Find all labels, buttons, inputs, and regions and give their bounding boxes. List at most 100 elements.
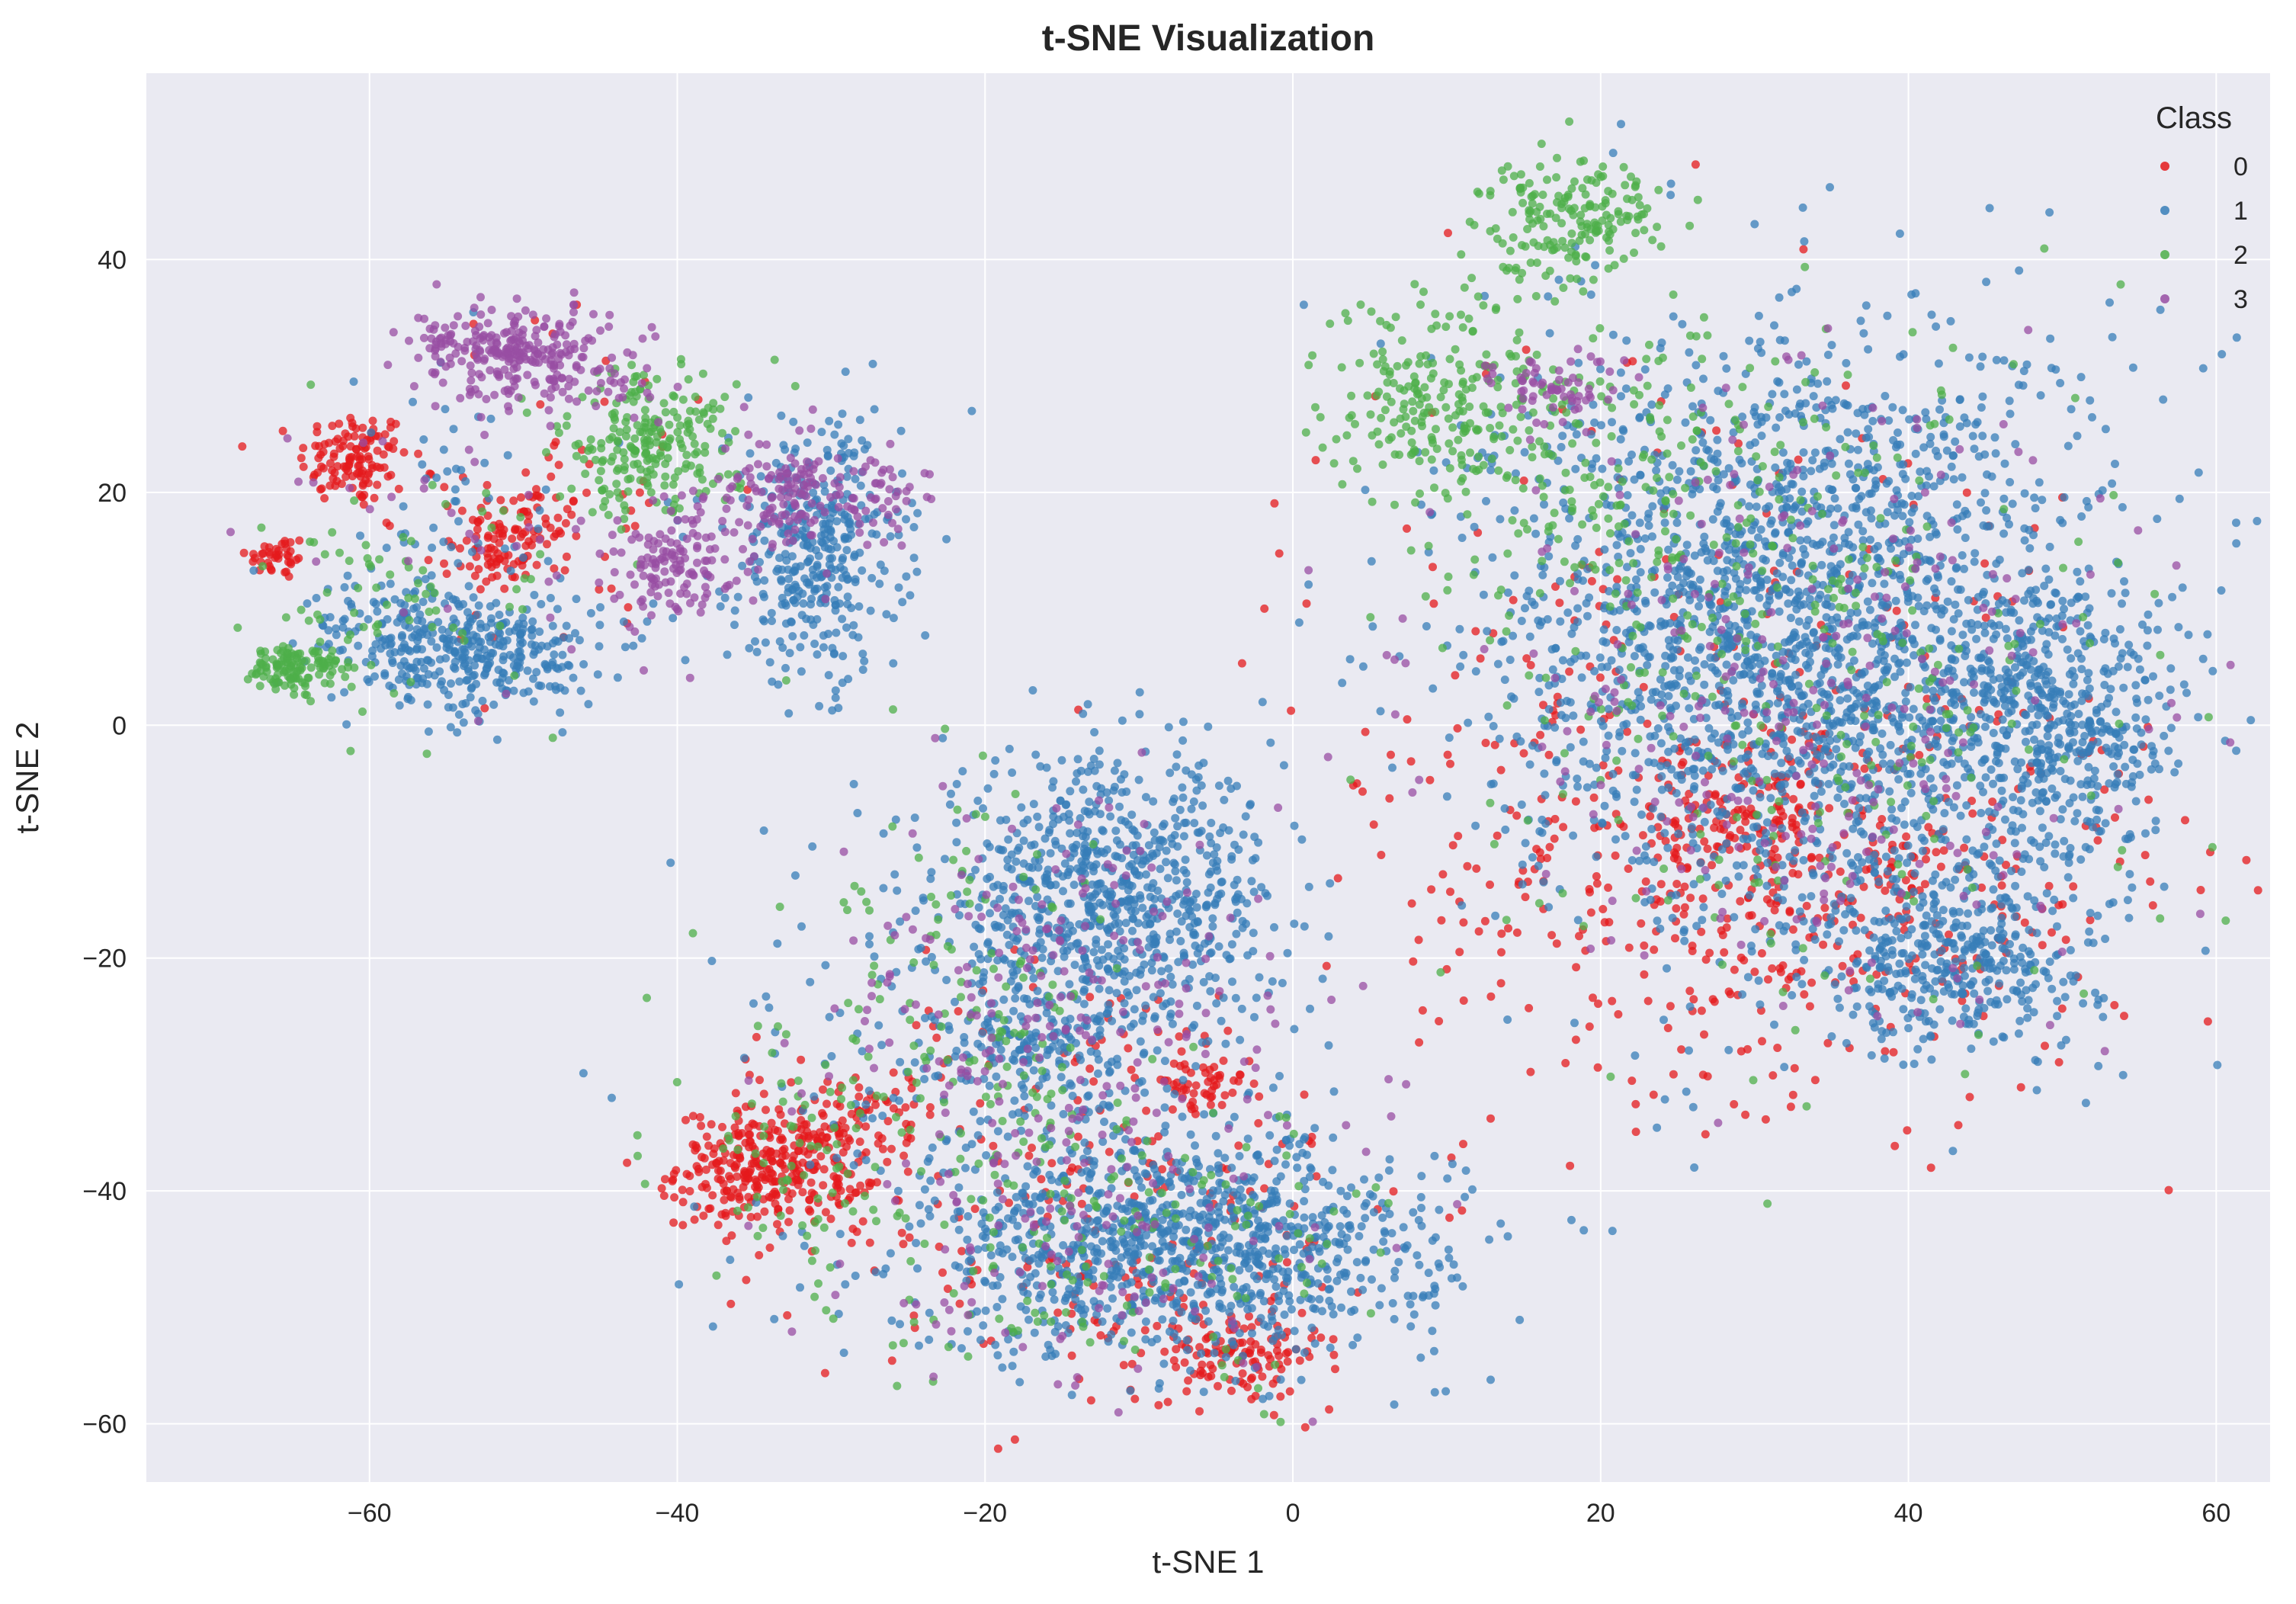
scatter-point: [1268, 1083, 1278, 1092]
scatter-point: [774, 1205, 783, 1214]
scatter-point: [855, 602, 864, 611]
scatter-point: [902, 1119, 911, 1128]
scatter-point: [550, 650, 559, 659]
scatter-point: [1214, 1149, 1223, 1158]
scatter-point: [2056, 379, 2065, 387]
scatter-point: [834, 1180, 843, 1189]
scatter-point: [473, 653, 482, 662]
scatter-point: [1254, 1216, 1262, 1225]
scatter-point: [762, 1105, 770, 1115]
scatter-point: [790, 871, 800, 880]
scatter-point: [1020, 994, 1028, 1003]
scatter-point: [1089, 1161, 1098, 1169]
scatter-point: [810, 586, 819, 595]
scatter-point: [1310, 1124, 1320, 1133]
scatter-point: [956, 1207, 965, 1216]
scatter-point: [1198, 801, 1207, 810]
scatter-point: [1444, 1245, 1453, 1254]
scatter-point: [771, 1189, 781, 1198]
scatter-point: [1182, 1387, 1191, 1396]
scatter-point: [874, 1021, 883, 1030]
scatter-point: [851, 474, 860, 483]
scatter-point: [996, 816, 1005, 825]
scatter-point: [930, 1196, 939, 1205]
scatter-point: [851, 575, 860, 584]
scatter-point: [778, 593, 787, 602]
scatter-point: [752, 647, 762, 656]
scatter-point: [761, 638, 770, 647]
scatter-point: [1283, 948, 1292, 958]
scatter-point: [781, 619, 790, 628]
scatter-point: [1409, 1208, 1418, 1217]
scatter-point: [1457, 1206, 1467, 1215]
scatter-point: [1926, 1163, 1935, 1173]
scatter-point: [1175, 805, 1185, 814]
scatter-point: [1232, 929, 1241, 938]
scatter-point: [1403, 524, 1411, 533]
scatter-point: [411, 666, 420, 675]
scatter-point: [1188, 1097, 1198, 1106]
scatter-point: [1980, 559, 1990, 568]
scatter-point: [1211, 974, 1220, 983]
scatter-point: [770, 1314, 779, 1323]
scatter-point: [1431, 1285, 1440, 1294]
scatter-point: [1214, 1381, 1222, 1391]
scatter-point: [841, 1280, 850, 1289]
scatter-point: [299, 444, 308, 453]
scatter-point: [320, 494, 329, 503]
scatter-point: [1076, 766, 1085, 775]
scatter-point: [803, 438, 812, 448]
scatter-point: [758, 615, 768, 624]
scatter-point: [1031, 1192, 1040, 1201]
scatter-point: [2110, 1001, 2119, 1009]
scatter-point: [1243, 1305, 1252, 1314]
scatter-point: [938, 733, 948, 743]
scatter-point: [1023, 1162, 1032, 1171]
scatter-point: [914, 945, 923, 954]
scatter-point: [1036, 1206, 1045, 1215]
scatter-point: [657, 1184, 666, 1193]
scatter-point: [784, 1217, 793, 1227]
scatter-point: [1094, 1216, 1102, 1225]
scatter-point: [1305, 1173, 1314, 1182]
scatter-point: [1021, 1198, 1031, 1208]
scatter-point: [367, 464, 377, 473]
scatter-point: [1208, 914, 1217, 923]
scatter-point: [1566, 1161, 1575, 1170]
scatter-point: [531, 491, 540, 500]
scatter-point: [1552, 939, 1561, 948]
scatter-point: [1031, 750, 1041, 759]
scatter-point: [1336, 1186, 1345, 1195]
scatter-point: [373, 446, 382, 455]
scatter-point: [1044, 1340, 1053, 1349]
scatter-point: [1080, 985, 1089, 994]
scatter-point: [1652, 895, 1661, 904]
scatter-point: [1249, 887, 1259, 897]
scatter-point: [744, 1192, 753, 1201]
scatter-point: [726, 1299, 736, 1308]
scatter-point: [889, 1093, 898, 1102]
scatter-point: [1325, 1405, 1334, 1414]
scatter-point: [925, 1110, 935, 1119]
scatter-point: [1430, 1151, 1439, 1160]
scatter-point: [745, 643, 754, 653]
scatter-point: [1117, 816, 1126, 825]
scatter-point: [1212, 999, 1221, 1008]
scatter-point: [1892, 606, 1901, 615]
scatter-point: [847, 1238, 856, 1247]
scatter-point: [1743, 842, 1752, 851]
scatter-point: [1595, 673, 1605, 682]
scatter-point: [558, 728, 567, 737]
scatter-point: [1429, 599, 1438, 608]
scatter-point: [548, 639, 557, 648]
scatter-point: [1070, 961, 1079, 970]
scatter-point: [1037, 1175, 1046, 1184]
scatter-point: [1272, 1145, 1281, 1154]
scatter-point: [1300, 1133, 1310, 1142]
scatter-point: [825, 1012, 834, 1022]
scatter-point: [548, 621, 557, 630]
scatter-point: [970, 942, 979, 951]
scatter-point: [765, 1003, 774, 1012]
scatter-point: [977, 988, 986, 997]
scatter-point: [709, 1150, 718, 1158]
